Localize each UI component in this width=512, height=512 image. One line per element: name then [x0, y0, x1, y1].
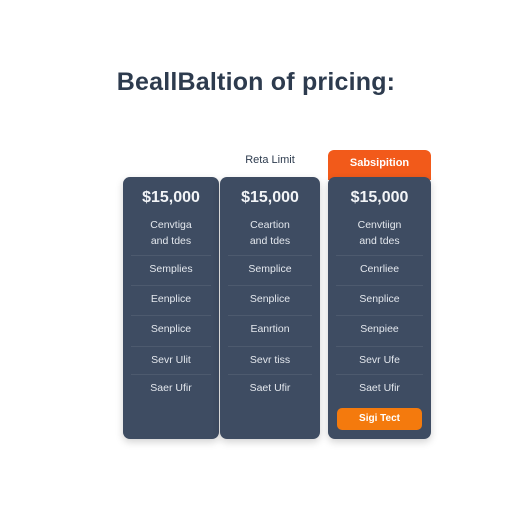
row-divider: [131, 255, 211, 256]
row-divider: [131, 346, 211, 347]
plan-feature: Semplice: [248, 263, 292, 275]
plan-price: $15,000: [142, 189, 200, 206]
row-divider: [228, 285, 312, 286]
row-divider: [131, 315, 211, 316]
plan-price: $15,000: [241, 189, 299, 206]
plan-price: $15,000: [350, 189, 409, 206]
plan-feature: Eenplice: [150, 293, 192, 305]
plan-feature: Eanrtion: [250, 323, 290, 335]
plan-description: and tdes: [150, 235, 192, 247]
row-divider: [228, 255, 312, 256]
plan-description: Cenvtiign: [357, 219, 402, 231]
plan-feature: Senplice: [249, 293, 291, 305]
row-divider: [228, 374, 312, 375]
row-divider: [336, 255, 423, 256]
row-divider: [228, 315, 312, 316]
plan-feature: Semplies: [149, 263, 193, 275]
plan-feature: Cenrliee: [359, 263, 400, 275]
page-title: BeallBaltion of pricing:: [116, 68, 396, 96]
plan-button[interactable]: Sigi Tect: [337, 408, 422, 430]
row-divider: [336, 315, 423, 316]
plan-card: [328, 177, 431, 439]
row-divider: [131, 374, 211, 375]
plan-description: and tdes: [249, 235, 291, 247]
plan-feature: Senpiee: [360, 323, 399, 335]
plan-feature: Senplice: [359, 293, 400, 305]
plan-description: and tdes: [359, 235, 400, 247]
plan-feature: Saet Ufir: [249, 382, 291, 394]
plan-feature: Sevr Ufe: [359, 354, 400, 366]
plan-card: [220, 177, 320, 439]
plan-feature: Sevr Ulit: [151, 354, 191, 366]
plan-label: Reta Limit: [245, 154, 295, 166]
plan-card: [123, 177, 219, 439]
plan-feature: Saet Ufir: [359, 382, 400, 394]
row-divider: [131, 285, 211, 286]
plan-feature: Senplice: [150, 323, 192, 335]
plan-tab: Sabsipition: [328, 150, 431, 180]
plan-description: Ceartion: [250, 219, 290, 231]
row-divider: [336, 285, 423, 286]
plan-feature: Sevr tiss: [249, 354, 291, 366]
plan-description: Cenvtiga: [150, 219, 192, 231]
plan-feature: Saer Ufir: [150, 382, 192, 394]
row-divider: [336, 346, 423, 347]
row-divider: [336, 374, 423, 375]
row-divider: [228, 346, 312, 347]
